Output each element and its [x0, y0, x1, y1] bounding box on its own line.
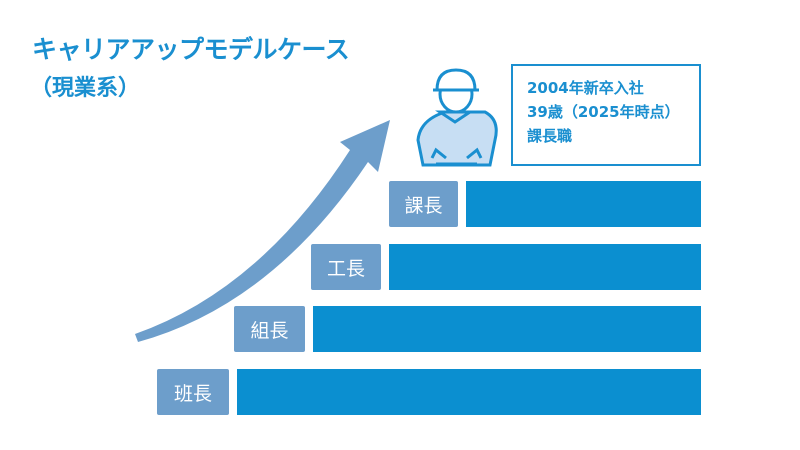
level-bar-kumicho [313, 306, 701, 352]
level-bar-kocho [389, 244, 701, 290]
profile-info-box: 2004年新卒入社 39歳（2025年時点） 課長職 [511, 64, 701, 166]
level-label-kumicho: 組長 [234, 306, 305, 352]
page-subtitle: （現業系） [30, 76, 141, 101]
level-bar-hancho [237, 369, 701, 415]
level-label-hancho: 班長 [157, 369, 229, 415]
page-title: キャリアアップモデルケース [32, 35, 350, 64]
level-label-kacho: 課長 [389, 181, 458, 227]
level-bar-kacho [466, 181, 701, 227]
info-age: 39歳（2025年時点） [527, 103, 680, 121]
level-label-kocho: 工長 [311, 244, 381, 290]
info-position: 課長職 [527, 127, 573, 145]
info-hire-year: 2004年新卒入社 [527, 79, 644, 97]
